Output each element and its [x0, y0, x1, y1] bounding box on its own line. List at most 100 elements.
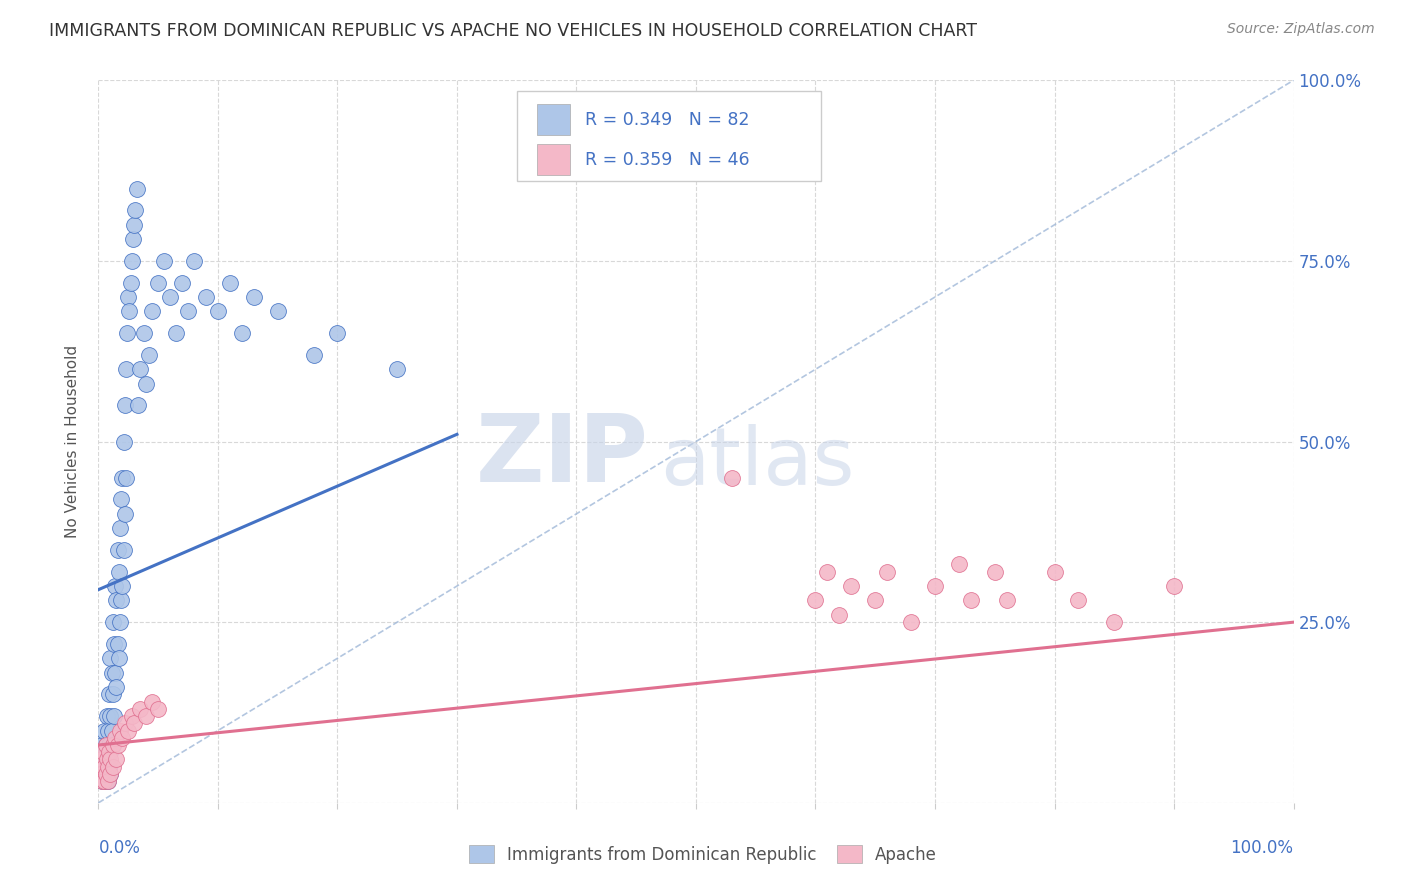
Point: [101, 760, 124, 774]
Point: [165, 326, 187, 340]
Point: [960, 593, 983, 607]
Point: [1067, 593, 1090, 607]
Point: [815, 565, 838, 579]
Point: [98, 767, 122, 781]
FancyBboxPatch shape: [537, 145, 571, 175]
Point: [107, 651, 129, 665]
Point: [105, 593, 128, 607]
Point: [231, 326, 253, 340]
Point: [101, 687, 124, 701]
Point: [94, 760, 117, 774]
Point: [93, 723, 115, 738]
Point: [115, 362, 138, 376]
Point: [141, 695, 163, 709]
Point: [121, 709, 143, 723]
Point: [91, 738, 114, 752]
Point: [114, 398, 136, 412]
Point: [141, 304, 163, 318]
Text: Source: ZipAtlas.com: Source: ZipAtlas.com: [1227, 22, 1375, 37]
Point: [114, 507, 136, 521]
Point: [195, 290, 218, 304]
Point: [841, 579, 863, 593]
Point: [121, 253, 143, 268]
Point: [100, 723, 122, 738]
Point: [124, 716, 146, 731]
Point: [110, 593, 132, 607]
Point: [1163, 579, 1185, 593]
Text: R = 0.349   N = 82: R = 0.349 N = 82: [585, 111, 749, 128]
Point: [98, 745, 121, 759]
Point: [105, 680, 128, 694]
Point: [91, 752, 114, 766]
Point: [124, 203, 146, 218]
Point: [107, 542, 129, 557]
Point: [1104, 615, 1126, 630]
Point: [105, 752, 128, 766]
Point: [138, 348, 160, 362]
Point: [103, 637, 125, 651]
Point: [110, 492, 132, 507]
Point: [243, 290, 266, 304]
Point: [120, 276, 142, 290]
Point: [108, 521, 131, 535]
Point: [721, 470, 744, 484]
Point: [97, 774, 120, 789]
Point: [96, 745, 118, 759]
Point: [97, 752, 120, 766]
Point: [108, 723, 131, 738]
Point: [97, 723, 120, 738]
Point: [111, 731, 134, 745]
Point: [101, 738, 124, 752]
Point: [98, 767, 122, 781]
Point: [96, 767, 118, 781]
Point: [104, 579, 127, 593]
Point: [924, 579, 946, 593]
Point: [101, 615, 124, 630]
Point: [91, 752, 114, 766]
Point: [183, 253, 205, 268]
Point: [90, 767, 112, 781]
Point: [96, 752, 118, 766]
Point: [104, 665, 127, 680]
Point: [111, 470, 134, 484]
Point: [118, 304, 141, 318]
Point: [100, 665, 122, 680]
Point: [115, 326, 138, 340]
Point: [107, 637, 129, 651]
Point: [948, 558, 970, 572]
Point: [93, 774, 115, 789]
Point: [125, 182, 148, 196]
Text: ZIP: ZIP: [475, 410, 648, 502]
Text: 0.0%: 0.0%: [98, 838, 141, 857]
Point: [385, 362, 409, 376]
Point: [107, 738, 129, 752]
Text: IMMIGRANTS FROM DOMINICAN REPUBLIC VS APACHE NO VEHICLES IN HOUSEHOLD CORRELATIO: IMMIGRANTS FROM DOMINICAN REPUBLIC VS AP…: [49, 22, 977, 40]
Point: [127, 398, 149, 412]
Point: [900, 615, 922, 630]
Point: [117, 723, 139, 738]
Point: [219, 276, 242, 290]
Point: [129, 362, 152, 376]
Point: [96, 709, 118, 723]
Point: [267, 304, 290, 318]
Point: [995, 593, 1018, 607]
Point: [1043, 565, 1066, 579]
Text: atlas: atlas: [661, 425, 855, 502]
FancyBboxPatch shape: [517, 91, 821, 181]
Point: [804, 593, 827, 607]
Point: [94, 767, 117, 781]
Point: [98, 709, 122, 723]
Point: [148, 702, 170, 716]
Point: [984, 565, 1007, 579]
Point: [112, 434, 135, 449]
Point: [91, 767, 114, 781]
Point: [159, 290, 181, 304]
Point: [153, 253, 176, 268]
Point: [302, 348, 325, 362]
Point: [91, 774, 114, 789]
Point: [135, 709, 157, 723]
Point: [91, 745, 114, 759]
Point: [148, 276, 170, 290]
Point: [103, 709, 125, 723]
Point: [98, 745, 122, 759]
